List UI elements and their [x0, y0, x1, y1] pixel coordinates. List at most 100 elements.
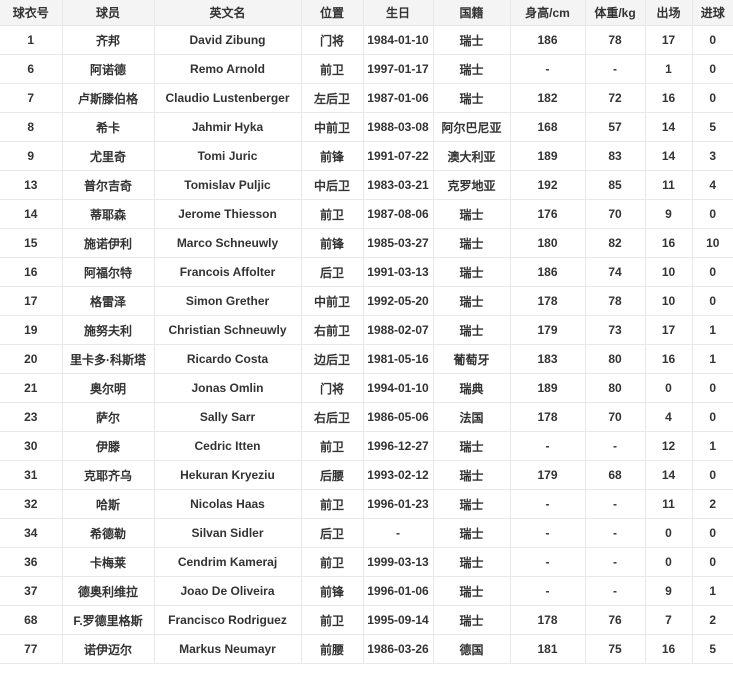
- cell-position: 前卫: [300, 199, 364, 229]
- cell-appearances: 10: [644, 257, 693, 287]
- cell-english-name: Silvan Sidler: [153, 518, 302, 548]
- cell-birthday: 1981-05-16: [362, 344, 434, 374]
- cell-birthday: 1992-05-20: [362, 286, 434, 316]
- cell-birthday: 1987-01-06: [362, 83, 434, 113]
- cell-birthday: 1991-03-13: [362, 257, 434, 287]
- column-header-nationality: 国籍: [432, 0, 511, 26]
- table-row: 17 格雷泽 Simon Grether 中前卫 1992-05-20 瑞士 178 78 10…: [0, 286, 733, 316]
- cell-weight: 70: [584, 402, 646, 432]
- cell-english-name: Cendrim Kameraj: [153, 547, 302, 577]
- cell-height: 186: [509, 257, 586, 287]
- cell-goals: 0: [691, 402, 733, 432]
- cell-weight: 73: [584, 315, 646, 345]
- cell-height: -: [509, 547, 586, 577]
- cell-player-name: 卡梅莱: [61, 547, 155, 577]
- cell-height: 178: [509, 402, 586, 432]
- cell-goals: 0: [691, 199, 733, 229]
- cell-height: -: [509, 431, 586, 461]
- table-row: 7 卢斯滕伯格 Claudio Lustenberger 左后卫 1987-01-06 瑞…: [0, 83, 733, 113]
- table-row: 8 希卡 Jahmir Hyka 中前卫 1988-03-08 阿尔巴尼亚 168 57 14 5: [0, 112, 733, 142]
- cell-goals: 0: [691, 286, 733, 316]
- cell-birthday: 1996-12-27: [362, 431, 434, 461]
- cell-english-name: Tomislav Puljic: [153, 170, 302, 200]
- cell-jersey-number: 17: [0, 286, 63, 316]
- cell-birthday: 1988-03-08: [362, 112, 434, 142]
- table-row: 36 卡梅莱 Cendrim Kameraj 前卫 1999-03-13 瑞士 - -0 0: [0, 547, 733, 577]
- cell-nationality: 法国: [432, 402, 511, 432]
- cell-weight: 74: [584, 257, 646, 287]
- cell-goals: 5: [691, 112, 733, 142]
- cell-appearances: 12: [644, 431, 693, 461]
- table-row: 77 诺伊迈尔 Markus Neumayr 前腰 1986-03-26 德国 181 75 1…: [0, 634, 733, 664]
- cell-height: 180: [509, 228, 586, 258]
- cell-weight: -: [584, 547, 646, 577]
- cell-player-name: 希卡: [61, 112, 155, 142]
- table-row: 6 阿诺德 Remo Arnold 前卫 1997-01-17 瑞士 - -1 0: [0, 54, 733, 84]
- cell-goals: 0: [691, 83, 733, 113]
- cell-goals: 0: [691, 547, 733, 577]
- cell-player-name: 普尔吉奇: [61, 170, 155, 200]
- cell-english-name: Joao De Oliveira: [153, 576, 302, 606]
- cell-nationality: 阿尔巴尼亚: [432, 112, 511, 142]
- cell-appearances: 0: [644, 547, 693, 577]
- cell-position: 前锋: [300, 141, 364, 171]
- player-table-body: 1 齐邦 David Zibung 门将 1984-01-10 瑞士 186 78 17 0 6 阿诺…: [0, 25, 733, 664]
- cell-nationality: 瑞典: [432, 373, 511, 403]
- table-row: 34 希德勒 Silvan Sidler 后卫 - 瑞士 - -0 0: [0, 518, 733, 548]
- cell-appearances: 16: [644, 344, 693, 374]
- cell-goals: 0: [691, 518, 733, 548]
- cell-birthday: 1996-01-23: [362, 489, 434, 519]
- player-roster-table: 球衣号 球员 英文名 位置 生日 国籍 身高/cm 体重/kg 出场 进球 1 齐邦 David Zi…: [0, 0, 733, 664]
- cell-birthday: 1996-01-06: [362, 576, 434, 606]
- cell-appearances: 11: [644, 170, 693, 200]
- cell-english-name: Jonas Omlin: [153, 373, 302, 403]
- table-row: 30 伊滕 Cedric Itten 前卫 1996-12-27 瑞士 - -12 1: [0, 431, 733, 461]
- cell-birthday: -: [362, 518, 434, 548]
- cell-english-name: Jahmir Hyka: [153, 112, 302, 142]
- cell-position: 后卫: [300, 257, 364, 287]
- cell-nationality: 瑞士: [432, 228, 511, 258]
- cell-english-name: Hekuran Kryeziu: [153, 460, 302, 490]
- cell-jersey-number: 14: [0, 199, 63, 229]
- cell-position: 后腰: [300, 460, 364, 490]
- cell-goals: 2: [691, 605, 733, 635]
- cell-player-name: 伊滕: [61, 431, 155, 461]
- cell-height: 189: [509, 373, 586, 403]
- cell-appearances: 11: [644, 489, 693, 519]
- cell-english-name: Cedric Itten: [153, 431, 302, 461]
- cell-jersey-number: 31: [0, 460, 63, 490]
- cell-appearances: 0: [644, 518, 693, 548]
- cell-player-name: 哈斯: [61, 489, 155, 519]
- cell-jersey-number: 16: [0, 257, 63, 287]
- cell-height: 179: [509, 315, 586, 345]
- column-header-english-name: 英文名: [153, 0, 302, 26]
- cell-weight: -: [584, 518, 646, 548]
- table-row: 9 尤里奇 Tomi Juric 前锋 1991-07-22 澳大利亚 189 83 14 3: [0, 141, 733, 171]
- column-header-height: 身高/cm: [509, 0, 586, 26]
- cell-height: 179: [509, 460, 586, 490]
- cell-height: -: [509, 518, 586, 548]
- cell-english-name: Francois Affolter: [153, 257, 302, 287]
- cell-english-name: Jerome Thiesson: [153, 199, 302, 229]
- cell-player-name: 希德勒: [61, 518, 155, 548]
- cell-birthday: 1986-03-26: [362, 634, 434, 664]
- cell-jersey-number: 21: [0, 373, 63, 403]
- cell-english-name: Markus Neumayr: [153, 634, 302, 664]
- cell-birthday: 1993-02-12: [362, 460, 434, 490]
- cell-player-name: 阿福尔特: [61, 257, 155, 287]
- cell-appearances: 10: [644, 286, 693, 316]
- cell-appearances: 9: [644, 199, 693, 229]
- cell-weight: 80: [584, 344, 646, 374]
- cell-english-name: Tomi Juric: [153, 141, 302, 171]
- cell-goals: 1: [691, 431, 733, 461]
- cell-appearances: 17: [644, 315, 693, 345]
- cell-position: 边后卫: [300, 344, 364, 374]
- cell-position: 前卫: [300, 489, 364, 519]
- cell-appearances: 14: [644, 460, 693, 490]
- cell-height: 178: [509, 605, 586, 635]
- cell-position: 前卫: [300, 431, 364, 461]
- cell-nationality: 澳大利亚: [432, 141, 511, 171]
- cell-height: -: [509, 489, 586, 519]
- cell-appearances: 9: [644, 576, 693, 606]
- cell-position: 前卫: [300, 547, 364, 577]
